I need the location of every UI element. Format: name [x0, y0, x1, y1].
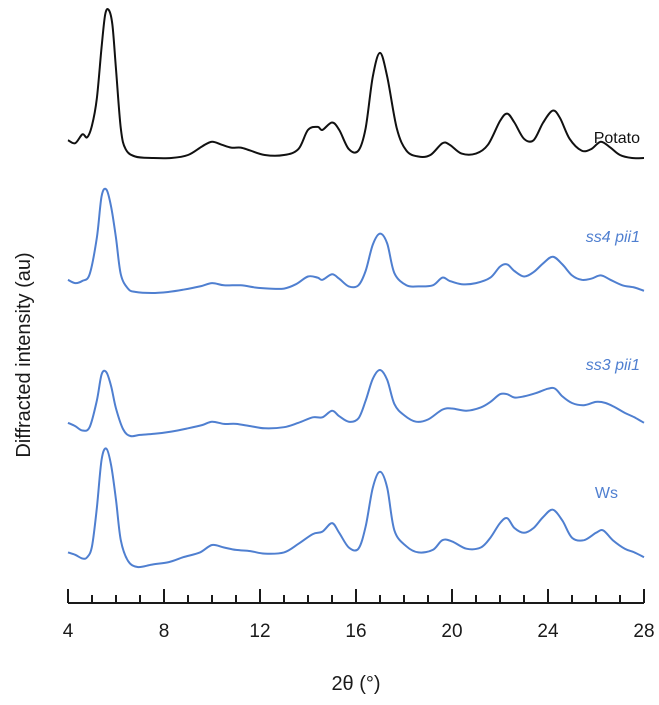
- x-tick-label-24: 24: [537, 621, 559, 642]
- x-axis: 4 8 12 16 20 24 28: [63, 589, 655, 642]
- x-tick-label-28: 28: [633, 621, 654, 642]
- series-line-potato: [67, 8, 645, 160]
- series-labels-group: Potato ss4 pii1 ss3 pii1 Ws: [586, 130, 640, 502]
- series-line-ss4-pii1: [67, 187, 645, 294]
- x-tick-label-12: 12: [249, 621, 270, 642]
- series-line-ss3-pii1: [67, 369, 645, 438]
- series-label-ss4-pii1: ss4 pii1: [586, 229, 640, 246]
- series-label-ss3-pii1: ss3 pii1: [586, 357, 640, 374]
- series-label-potato: Potato: [594, 130, 640, 147]
- traces-group: [67, 8, 645, 569]
- y-axis-title: Diffracted intensity (au): [13, 252, 35, 457]
- x-tick-label-4: 4: [63, 621, 74, 642]
- x-axis-ticks: [67, 589, 645, 603]
- series-line-ws: [67, 447, 645, 569]
- x-tick-label-16: 16: [345, 621, 366, 642]
- x-axis-tick-labels: 4 8 12 16 20 24 28: [63, 621, 655, 642]
- series-label-ws: Ws: [595, 485, 618, 502]
- x-axis-title: 2θ (°): [331, 673, 380, 695]
- x-tick-label-20: 20: [441, 621, 462, 642]
- x-tick-label-8: 8: [159, 621, 170, 642]
